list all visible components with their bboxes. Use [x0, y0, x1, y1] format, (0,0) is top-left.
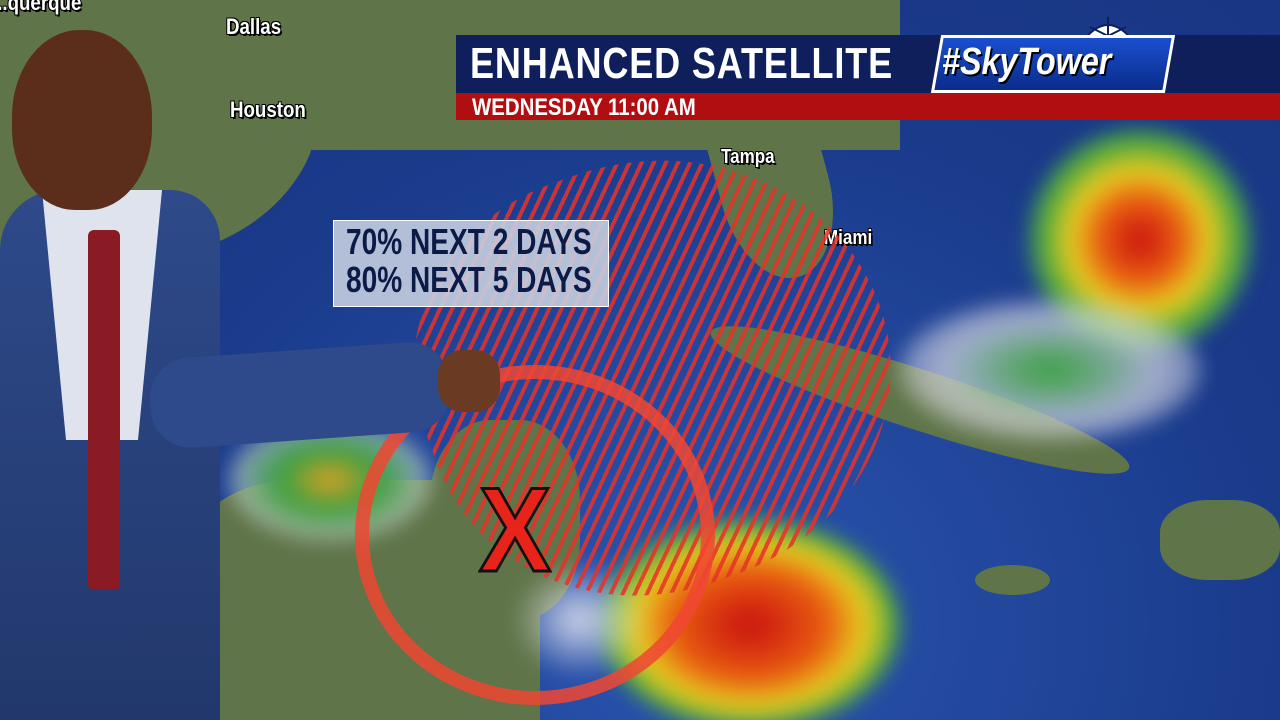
banner-title: ENHANCED SATELLITE [470, 39, 894, 88]
formation-marker: X [478, 463, 553, 597]
title-banner: ENHANCED SATELLITE WEDNESDAY 11:00 AM #S… [456, 17, 1280, 121]
land-jamaica [975, 565, 1050, 595]
skytower-logo: #SkyTower [930, 17, 1176, 97]
city-label-albuquerque: ...querque [0, 0, 82, 15]
presenter-head [12, 30, 152, 210]
odds-5-day: 80% NEXT 5 DAYS [346, 259, 592, 300]
odds-2-day: 70% NEXT 2 DAYS [346, 221, 592, 262]
presenter [0, 20, 500, 720]
subtitle-bar: WEDNESDAY 11:00 AM [456, 93, 1280, 121]
land-hispaniola [1160, 500, 1280, 580]
banner-subtitle: WEDNESDAY 11:00 AM [472, 94, 696, 121]
presenter-hand [438, 350, 500, 412]
cloud-cover-bahamas [900, 300, 1200, 440]
city-label-houston: Houston [230, 97, 306, 122]
city-label-dallas: Dallas [226, 14, 282, 39]
presenter-tie [88, 230, 120, 590]
development-odds-box: 70% NEXT 2 DAYS 80% NEXT 5 DAYS [333, 220, 609, 307]
logo-text: #SkyTower [942, 41, 1112, 83]
city-label-tampa: Tampa [721, 146, 775, 168]
